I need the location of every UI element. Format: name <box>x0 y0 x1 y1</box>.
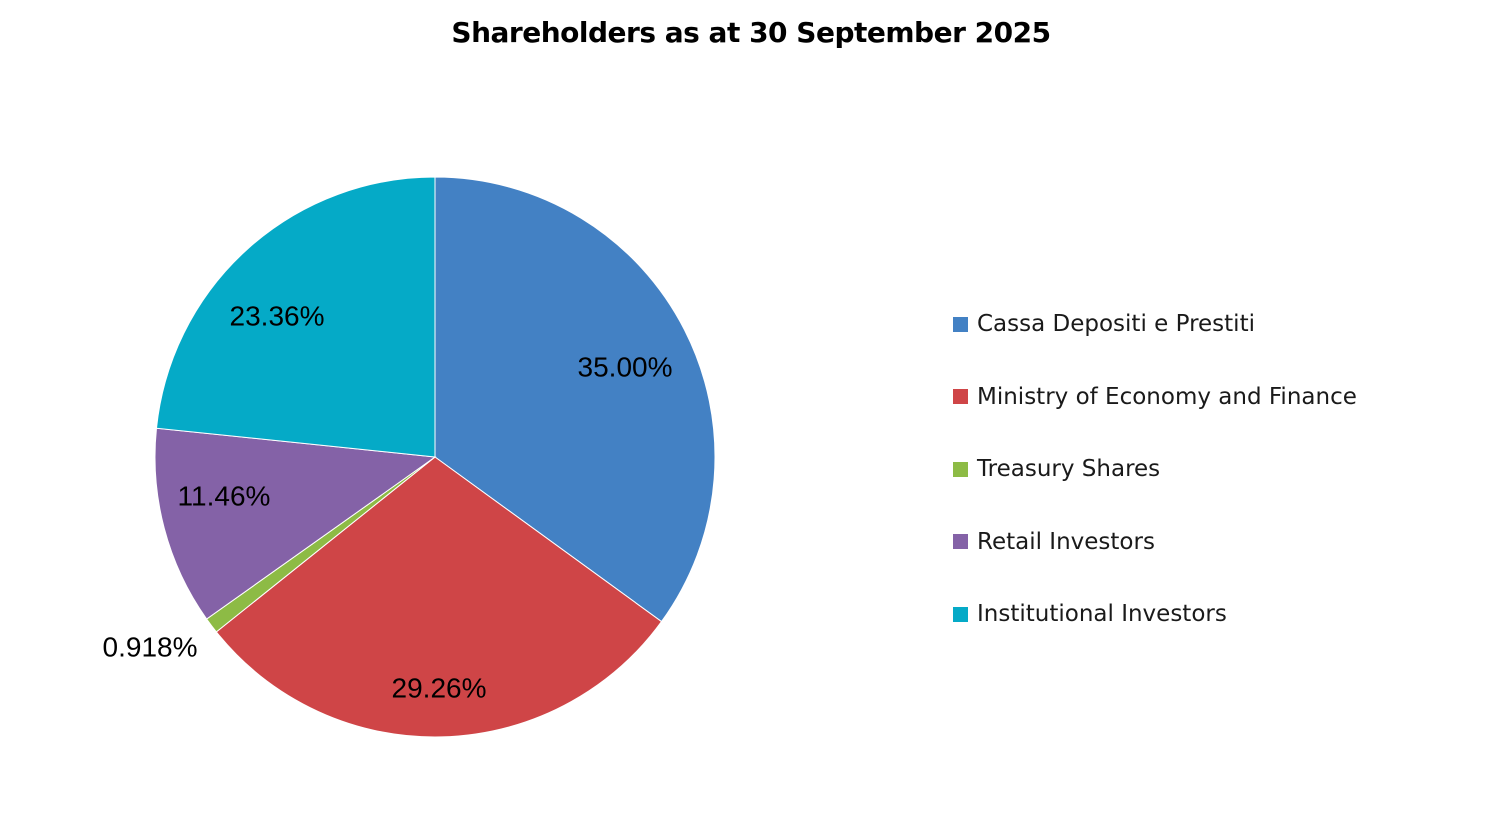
legend: Cassa Depositi e Prestiti Ministry of Eco… <box>953 308 1357 651</box>
legend-swatch <box>953 316 968 332</box>
pie-slice-ministry-of-economy-and-finance <box>215 456 663 738</box>
data-label-institutional-investors: 23.36% <box>230 300 325 331</box>
pie-slice-cassa-depositi-e-prestiti <box>434 176 716 623</box>
data-label-treasury-shares: 0.918% <box>103 631 198 662</box>
legend-item-institutional-investors: Institutional Investors <box>953 578 1357 651</box>
legend-swatch <box>953 606 968 622</box>
legend-label: Ministry of Economy and Finance <box>977 383 1357 410</box>
legend-swatch <box>953 534 968 550</box>
legend-label: Cassa Depositi e Prestiti <box>977 311 1255 338</box>
data-label-ministry-of-economy-and-finance: 29.26% <box>392 672 487 703</box>
data-label-retail-investors: 11.46% <box>178 480 271 511</box>
legend-item-retail-investors: Retail Investors <box>953 506 1357 579</box>
legend-item-ministry-of-economy-and-finance: Ministry of Economy and Finance <box>953 361 1357 434</box>
legend-item-treasury-shares: Treasury Shares <box>953 433 1357 506</box>
pie-slice-institutional-investors <box>155 176 436 458</box>
pie-data-labels: 35.00% 29.26% 0.918% 11.46% 23.36% <box>103 300 673 703</box>
legend-label: Institutional Investors <box>977 601 1227 628</box>
legend-swatch <box>953 389 968 405</box>
data-label-cassa-depositi-e-prestiti: 35.00% <box>578 351 673 382</box>
chart-title: Shareholders as at 30 September 2025 <box>451 16 1051 49</box>
pie-slice-retail-investors <box>154 427 437 620</box>
legend-label: Retail Investors <box>977 528 1155 555</box>
legend-swatch <box>953 461 968 477</box>
legend-item-cassa-depositi-e-prestiti: Cassa Depositi e Prestiti <box>953 288 1357 361</box>
pie-slices <box>154 176 716 738</box>
legend-label: Treasury Shares <box>977 456 1161 483</box>
